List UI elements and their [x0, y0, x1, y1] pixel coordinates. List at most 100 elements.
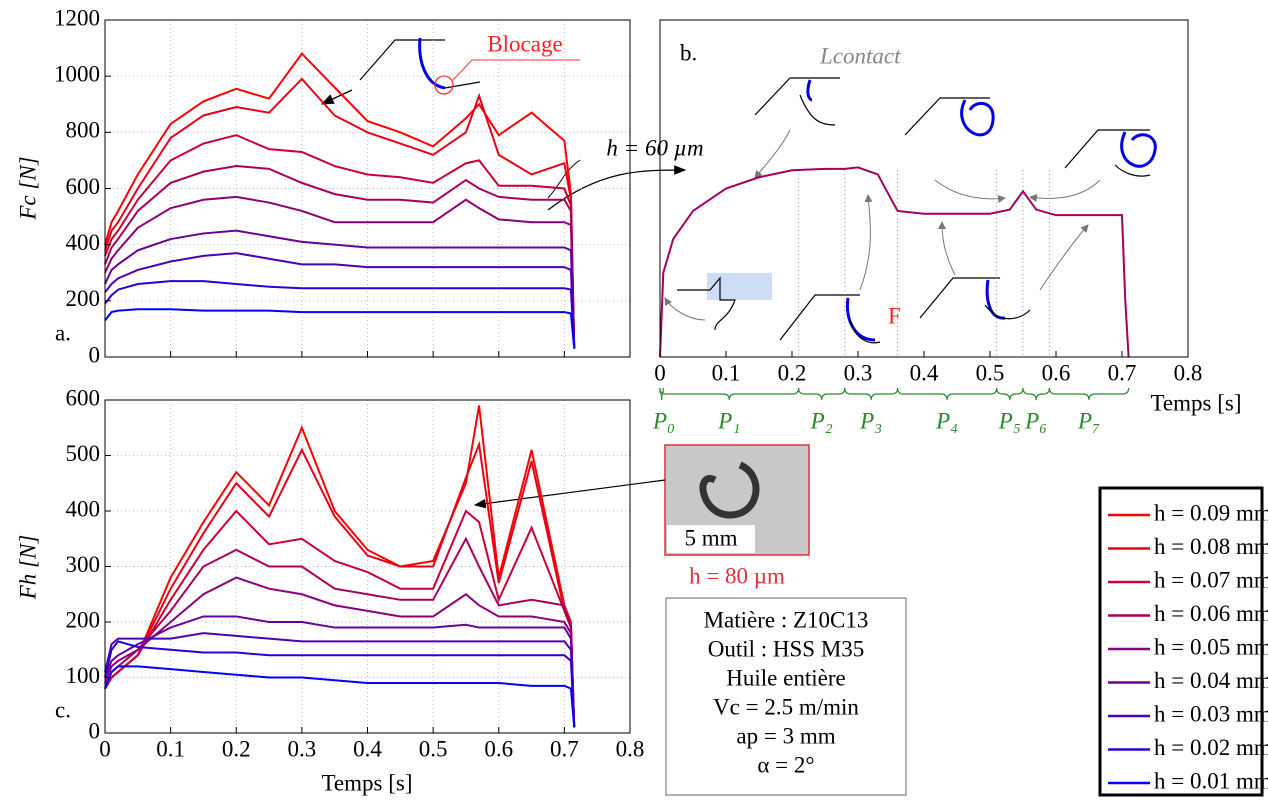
- data-line: [104, 665, 576, 728]
- phase-brace: [1022, 387, 1050, 401]
- panel-label: b.: [680, 40, 697, 65]
- data-line: [104, 134, 576, 349]
- phase-brace: [844, 387, 899, 401]
- y-axis-label: Fc [N]: [15, 156, 40, 220]
- data-line: [104, 229, 576, 349]
- legend-label: h = 0.09 mm: [1154, 500, 1268, 525]
- y-tick-label: 600: [66, 174, 101, 199]
- condition-line: α = 2°: [757, 752, 814, 777]
- phase-label: P₃: [859, 408, 882, 433]
- scale-label: 5 mm: [684, 525, 737, 550]
- annotation: h = 60 µm: [606, 135, 703, 160]
- y-axis-label: Fh [N]: [15, 535, 40, 601]
- phase-label: P₆: [1024, 408, 1047, 433]
- data-line: [104, 195, 576, 349]
- annotation: F: [888, 303, 901, 328]
- phase-label: P₀: [652, 408, 675, 433]
- y-tick-label: 1200: [54, 5, 100, 30]
- schematic: [320, 37, 581, 199]
- conditions-box: [665, 597, 907, 796]
- x-tick-label: 0: [99, 736, 111, 761]
- y-tick-label: 300: [66, 552, 101, 577]
- x-tick-label: 0.3: [288, 736, 317, 761]
- data-line: [104, 536, 576, 728]
- photo-caption: h = 80 µm: [689, 563, 785, 588]
- phase-label: P₄: [935, 408, 958, 433]
- y-tick-label: 200: [66, 286, 101, 311]
- y-tick-label: 500: [66, 441, 101, 466]
- y-tick-label: 400: [66, 230, 101, 255]
- y-tick-label: 1000: [54, 61, 100, 86]
- phase-brace: [996, 387, 1024, 401]
- x-tick-label: 0: [654, 360, 666, 385]
- x-tick-label: 0.1: [712, 360, 741, 385]
- y-tick-label: 800: [66, 118, 101, 143]
- y-tick-label: 0: [89, 342, 101, 367]
- data-line: [104, 52, 576, 349]
- legend: [1098, 486, 1264, 797]
- condition-line: ap = 3 mm: [736, 723, 835, 748]
- data-line: [104, 252, 576, 349]
- x-tick-label: 0.2: [778, 360, 807, 385]
- legend-label: h = 0.05 mm: [1154, 634, 1268, 659]
- y-tick-label: 100: [66, 663, 101, 688]
- data-line: [104, 77, 576, 349]
- x-tick-label: 0.8: [1174, 360, 1203, 385]
- condition-line: Outil : HSS M35: [708, 636, 865, 661]
- phase-label: P₂: [810, 408, 833, 433]
- legend-label: h = 0.06 mm: [1154, 601, 1268, 626]
- x-tick-label: 0.1: [156, 736, 185, 761]
- data-line: [104, 165, 576, 349]
- x-tick-label: 0.7: [550, 736, 579, 761]
- x-tick-label: 0.5: [976, 360, 1005, 385]
- condition-line: Matière : Z10C13: [704, 607, 869, 632]
- condition-line: Huile entière: [726, 665, 845, 690]
- data-line: [659, 166, 1130, 358]
- legend-label: h = 0.07 mm: [1154, 567, 1268, 592]
- data-line: [104, 280, 576, 349]
- x-axis-label: Temps [s]: [321, 770, 412, 795]
- annotation: Lcontact: [819, 43, 901, 68]
- annotation: Blocage: [487, 31, 562, 56]
- x-tick-label: 0.4: [910, 360, 939, 385]
- plot-frame: [659, 19, 1189, 358]
- data-line: [104, 640, 576, 728]
- data-line: [104, 308, 576, 349]
- x-tick-label: 0.6: [484, 736, 513, 761]
- legend-label: h = 0.01 mm: [1154, 768, 1268, 793]
- x-axis-label: Temps [s]: [1150, 390, 1241, 415]
- x-tick-label: 0.4: [353, 736, 382, 761]
- legend-label: h = 0.08 mm: [1154, 534, 1268, 559]
- phase-brace: [1048, 387, 1130, 401]
- x-tick-label: 0.7: [1108, 360, 1137, 385]
- x-tick-label: 0.6: [1042, 360, 1071, 385]
- legend-label: h = 0.03 mm: [1154, 701, 1268, 726]
- x-tick-label: 0.2: [222, 736, 251, 761]
- phase-label: P₇: [1077, 408, 1100, 433]
- phase-label: P₁: [717, 408, 740, 433]
- x-tick-label: 0.3: [844, 360, 873, 385]
- phase-label: P₅: [998, 408, 1021, 433]
- panel-label: a.: [55, 320, 71, 345]
- legend-label: h = 0.02 mm: [1154, 735, 1268, 760]
- data-line: [104, 576, 576, 728]
- x-tick-label: 0.5: [419, 736, 448, 761]
- phase-brace: [659, 387, 800, 401]
- panel-label: c.: [55, 697, 71, 722]
- phase-brace: [798, 387, 846, 401]
- y-tick-label: 600: [66, 385, 101, 410]
- data-line: [104, 440, 576, 728]
- condition-line: Vc = 2.5 m/min: [713, 694, 859, 719]
- phase-brace: [897, 387, 998, 401]
- y-tick-label: 200: [66, 607, 101, 632]
- y-tick-label: 400: [66, 496, 101, 521]
- y-tick-label: 0: [89, 718, 101, 743]
- legend-label: h = 0.04 mm: [1154, 668, 1268, 693]
- data-line: [104, 615, 576, 728]
- schematic: Lcontact F: [664, 43, 1157, 344]
- x-tick-label: 0.8: [616, 736, 645, 761]
- arrow: [547, 165, 687, 211]
- data-line: [104, 632, 576, 728]
- photo: 5 mm h = 80 µm: [473, 444, 810, 588]
